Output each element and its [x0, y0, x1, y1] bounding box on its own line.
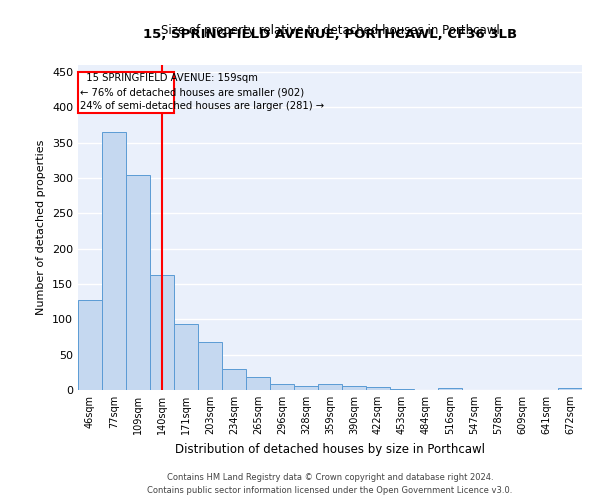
X-axis label: Distribution of detached houses by size in Porthcawl: Distribution of detached houses by size … — [175, 442, 485, 456]
Bar — [438, 388, 462, 390]
Bar — [318, 384, 342, 390]
Bar — [102, 132, 126, 390]
Bar — [222, 369, 246, 390]
Bar — [270, 384, 294, 390]
Text: 24% of semi-detached houses are larger (281) →: 24% of semi-detached houses are larger (… — [80, 101, 324, 111]
Bar — [198, 342, 222, 390]
Title: Size of property relative to detached houses in Porthcawl: Size of property relative to detached ho… — [161, 24, 499, 38]
Bar — [558, 388, 582, 390]
Y-axis label: Number of detached properties: Number of detached properties — [37, 140, 46, 315]
Bar — [294, 386, 318, 390]
Bar — [342, 386, 366, 390]
Bar — [366, 387, 390, 390]
Bar — [78, 300, 102, 390]
Text: 15, SPRINGFIELD AVENUE, PORTHCAWL, CF36 3LB: 15, SPRINGFIELD AVENUE, PORTHCAWL, CF36 … — [143, 28, 517, 40]
Bar — [246, 378, 270, 390]
Bar — [78, 72, 174, 113]
Text: ← 76% of detached houses are smaller (902): ← 76% of detached houses are smaller (90… — [80, 87, 304, 97]
Bar — [126, 174, 150, 390]
Bar — [150, 275, 174, 390]
Text: Contains HM Land Registry data © Crown copyright and database right 2024.
Contai: Contains HM Land Registry data © Crown c… — [148, 474, 512, 495]
Bar — [174, 324, 198, 390]
Text: 15 SPRINGFIELD AVENUE: 159sqm: 15 SPRINGFIELD AVENUE: 159sqm — [80, 74, 258, 84]
